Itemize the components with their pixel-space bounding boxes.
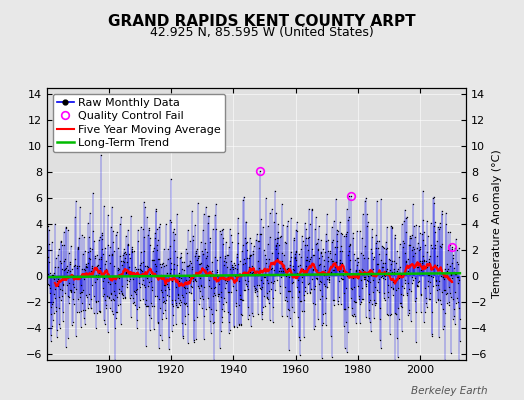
Text: Berkeley Earth: Berkeley Earth — [411, 386, 487, 396]
Y-axis label: Temperature Anomaly (°C): Temperature Anomaly (°C) — [492, 150, 502, 298]
Legend: Raw Monthly Data, Quality Control Fail, Five Year Moving Average, Long-Term Tren: Raw Monthly Data, Quality Control Fail, … — [53, 94, 225, 152]
Text: GRAND RAPIDS KENT COUNTY ARPT: GRAND RAPIDS KENT COUNTY ARPT — [108, 14, 416, 29]
Text: 42.925 N, 85.595 W (United States): 42.925 N, 85.595 W (United States) — [150, 26, 374, 39]
